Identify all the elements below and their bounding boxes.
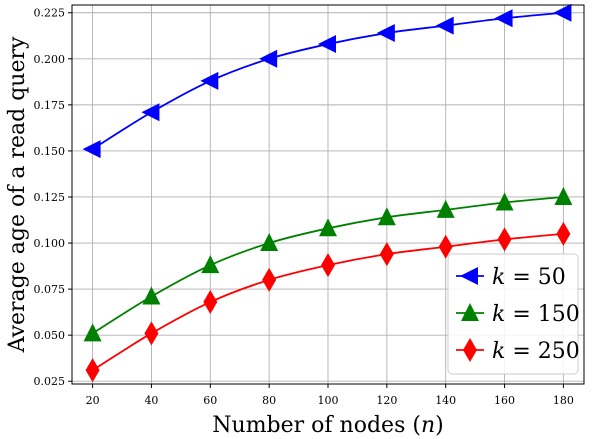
data-point-marker <box>376 24 395 43</box>
x-axis-label-suffix: ) <box>435 413 444 438</box>
y-tick-label: 0.075 <box>34 283 66 296</box>
data-point-marker <box>319 218 337 237</box>
data-point-marker <box>436 199 455 218</box>
legend-item: k = 250 <box>456 338 580 364</box>
data-point-marker <box>83 323 102 342</box>
data-point-marker <box>435 16 454 35</box>
legend-label-variable: k <box>492 339 505 364</box>
y-tick-label: 0.125 <box>34 191 66 204</box>
y-tick-label: 0.225 <box>34 7 66 20</box>
x-tick-label: 20 <box>86 394 100 407</box>
x-axis-ticks: 20 40 60 80 100 120 140 160 180 <box>86 384 574 407</box>
legend-marker <box>461 303 479 321</box>
series-1 <box>83 186 573 342</box>
y-tick-label: 0.050 <box>34 329 66 342</box>
x-tick-label: 40 <box>144 394 158 407</box>
legend-label-value: = 150 <box>505 302 579 327</box>
x-tick-label: 120 <box>376 394 397 407</box>
legend-label: k = 50 <box>492 265 566 290</box>
x-axis-label-variable: n <box>421 413 435 438</box>
y-axis-ticks: 0.025 0.050 0.075 0.100 0.125 0.150 0.175 0.200… <box>34 7 72 388</box>
data-point-marker <box>494 9 513 28</box>
y-axis-label: Average age of a read query <box>5 36 30 353</box>
y-tick-label: 0.150 <box>34 145 66 158</box>
data-point-marker <box>497 227 512 252</box>
data-point-marker <box>321 253 335 278</box>
data-point-marker <box>259 49 278 68</box>
series-0 <box>82 3 572 159</box>
legend-label: k = 250 <box>492 339 580 364</box>
data-point-marker <box>144 321 159 346</box>
data-point-marker <box>142 286 161 305</box>
data-point-marker <box>495 192 514 211</box>
legend-label-value: = 50 <box>505 265 565 290</box>
data-point-marker <box>203 290 218 315</box>
data-point-marker <box>85 358 100 383</box>
x-tick-label: 60 <box>203 394 217 407</box>
data-point-marker <box>318 35 336 54</box>
legend-box <box>447 253 579 375</box>
x-tick-label: 100 <box>318 394 339 407</box>
legend-item: k = 50 <box>456 265 566 290</box>
y-tick-label: 0.200 <box>34 53 66 66</box>
legend-label: k = 150 <box>492 302 580 327</box>
legend-label-variable: k <box>492 265 505 290</box>
data-point-marker <box>201 255 220 274</box>
data-point-marker <box>438 234 453 259</box>
data-point-marker <box>262 267 277 292</box>
data-point-marker <box>260 233 279 252</box>
x-tick-label: 180 <box>553 394 574 407</box>
x-tick-label: 140 <box>435 394 456 407</box>
x-axis-label-prefix: Number of nodes ( <box>212 413 421 438</box>
y-tick-label: 0.175 <box>34 99 66 112</box>
data-point-marker <box>556 221 571 246</box>
y-tick-label: 0.100 <box>34 237 66 250</box>
data-point-marker <box>82 140 101 159</box>
data-point-marker <box>377 207 396 226</box>
series-2 <box>85 221 571 383</box>
legend-marker <box>463 338 477 362</box>
legend-label-value: = 250 <box>505 339 579 364</box>
data-point-marker <box>553 3 572 22</box>
data-point-marker <box>379 242 394 267</box>
x-axis-label: Number of nodes (n) <box>212 413 443 438</box>
legend-marker <box>460 267 478 285</box>
legend-label-variable: k <box>492 302 505 327</box>
x-tick-label: 160 <box>494 394 515 407</box>
legend-item: k = 150 <box>456 302 580 327</box>
y-tick-label: 0.025 <box>34 375 66 388</box>
data-point-marker <box>141 103 160 122</box>
x-tick-label: 80 <box>262 394 276 407</box>
data-point-marker <box>200 71 219 90</box>
data-point-marker <box>554 186 573 205</box>
series-layer <box>82 3 573 383</box>
